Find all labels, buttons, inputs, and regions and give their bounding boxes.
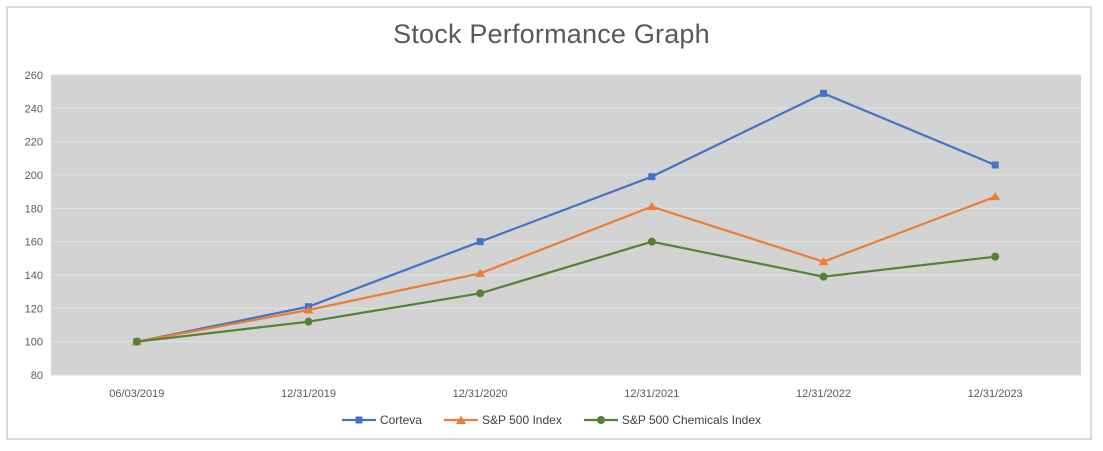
legend-label: Corteva [379, 413, 422, 427]
legend-item-s-p-500-index: S&P 500 Index [443, 413, 562, 427]
y-tick-label: 260 [25, 70, 43, 82]
marker-corteva [991, 161, 999, 169]
x-tick-label: 12/31/2022 [796, 388, 851, 400]
marker-s-p-500-chemicals-index [476, 289, 485, 298]
marker-corteva [476, 238, 484, 246]
series-line-corteva [136, 92, 996, 343]
marker-corteva [820, 89, 827, 97]
marker-s-p-500-index [475, 268, 486, 277]
y-tick-label: 160 [25, 237, 43, 249]
x-tick-label: 06/03/2019 [109, 388, 164, 400]
y-tick-label: 140 [25, 270, 43, 282]
y-tick-label: 120 [25, 303, 43, 315]
legend-item-corteva: Corteva [341, 413, 422, 427]
y-tick-label: 100 [25, 337, 43, 349]
x-tick-label: 12/31/2020 [453, 388, 508, 400]
marker-s-p-500-chemicals-index [819, 272, 828, 281]
series-line-s-p-500-chemicals-index [136, 240, 996, 343]
y-tick-label: 180 [25, 203, 43, 215]
series-line-s-p-500-index [136, 195, 996, 343]
marker-s-p-500-index [818, 257, 829, 266]
legend-label: S&P 500 Chemicals Index [621, 413, 762, 427]
marker-s-p-500-chemicals-index [304, 317, 313, 326]
y-tick-label: 240 [25, 103, 43, 115]
legend-label: S&P 500 Index [481, 413, 562, 427]
marker-s-p-500-chemicals-index [647, 237, 656, 246]
chart-title: Stock Performance Graph [393, 19, 710, 49]
y-tick-label: 80 [31, 370, 43, 382]
y-tick-label: 200 [25, 170, 43, 182]
marker-s-p-500-index [303, 305, 314, 314]
legend-swatch-s-p-500-index-icon [443, 415, 478, 424]
legend-swatch-corteva-icon [341, 416, 376, 424]
marker-s-p-500-chemicals-index [991, 252, 1000, 261]
marker-s-p-500-chemicals-index [132, 337, 141, 346]
y-tick-label: 220 [25, 137, 43, 149]
marker-s-p-500-index [990, 192, 1001, 201]
x-tick-label: 12/31/2019 [281, 388, 336, 400]
legend-swatch-s-p-500-chemicals-index-icon [583, 416, 618, 424]
x-tick-label: 12/31/2023 [968, 388, 1023, 400]
marker-corteva [648, 173, 656, 181]
x-tick-label: 12/31/2021 [624, 388, 679, 400]
legend-item-s-p-500-chemicals-index: S&P 500 Chemicals Index [583, 413, 762, 427]
marker-s-p-500-index [646, 202, 657, 211]
chart-legend: Corteva S&P 500 Index S&P 500 Chemicals In… [0, 413, 1103, 427]
